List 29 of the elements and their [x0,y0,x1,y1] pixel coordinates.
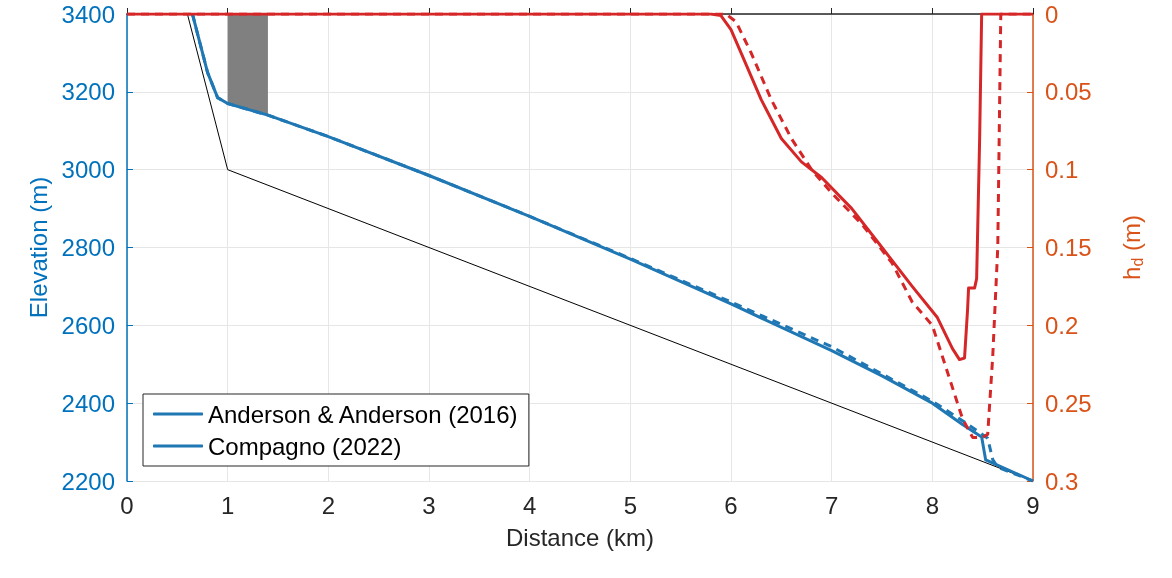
y-tick-label: 3400 [61,0,115,28]
y2-axis-title: hd (m) [1117,215,1146,280]
y2-tick-label: 0.3 [1045,467,1079,495]
y-tick-label: 2400 [61,389,115,417]
y-tick-label: 3200 [61,78,115,106]
x-tick-label: 7 [824,491,839,519]
x-tick-label: 1 [220,491,235,519]
x-tick-label: 6 [724,491,738,519]
x-tick-label: 8 [925,491,940,519]
x-axis-title: Distance (km) [505,523,655,551]
y-tick-label: 3000 [61,156,115,184]
x-tick-label: 0 [120,491,134,519]
y2-tick-label: 0.2 [1045,311,1079,339]
y-tick-label: 2800 [61,234,115,261]
y2-tick-label: 0.1 [1045,156,1079,184]
x-tick-label: 2 [321,491,336,519]
y-tick-label: 2600 [61,311,115,339]
y-axis-title: Elevation (m) [25,176,53,319]
y2-tick-label: 0.25 [1045,389,1092,417]
y-tick-label: 2200 [61,467,115,495]
legend-label: Anderson & Anderson (2016) [208,400,518,428]
y2-tick-label: 0.15 [1045,234,1092,261]
x-tick-label: 9 [1026,491,1040,519]
x-tick-label: 4 [522,491,537,519]
y2-tick-label: 0.05 [1045,78,1092,106]
x-tick-label: 5 [623,491,638,519]
x-tick-label: 3 [422,491,436,519]
legend-label: Compagno (2022) [208,432,402,460]
y2-tick-label: 0 [1045,0,1059,28]
